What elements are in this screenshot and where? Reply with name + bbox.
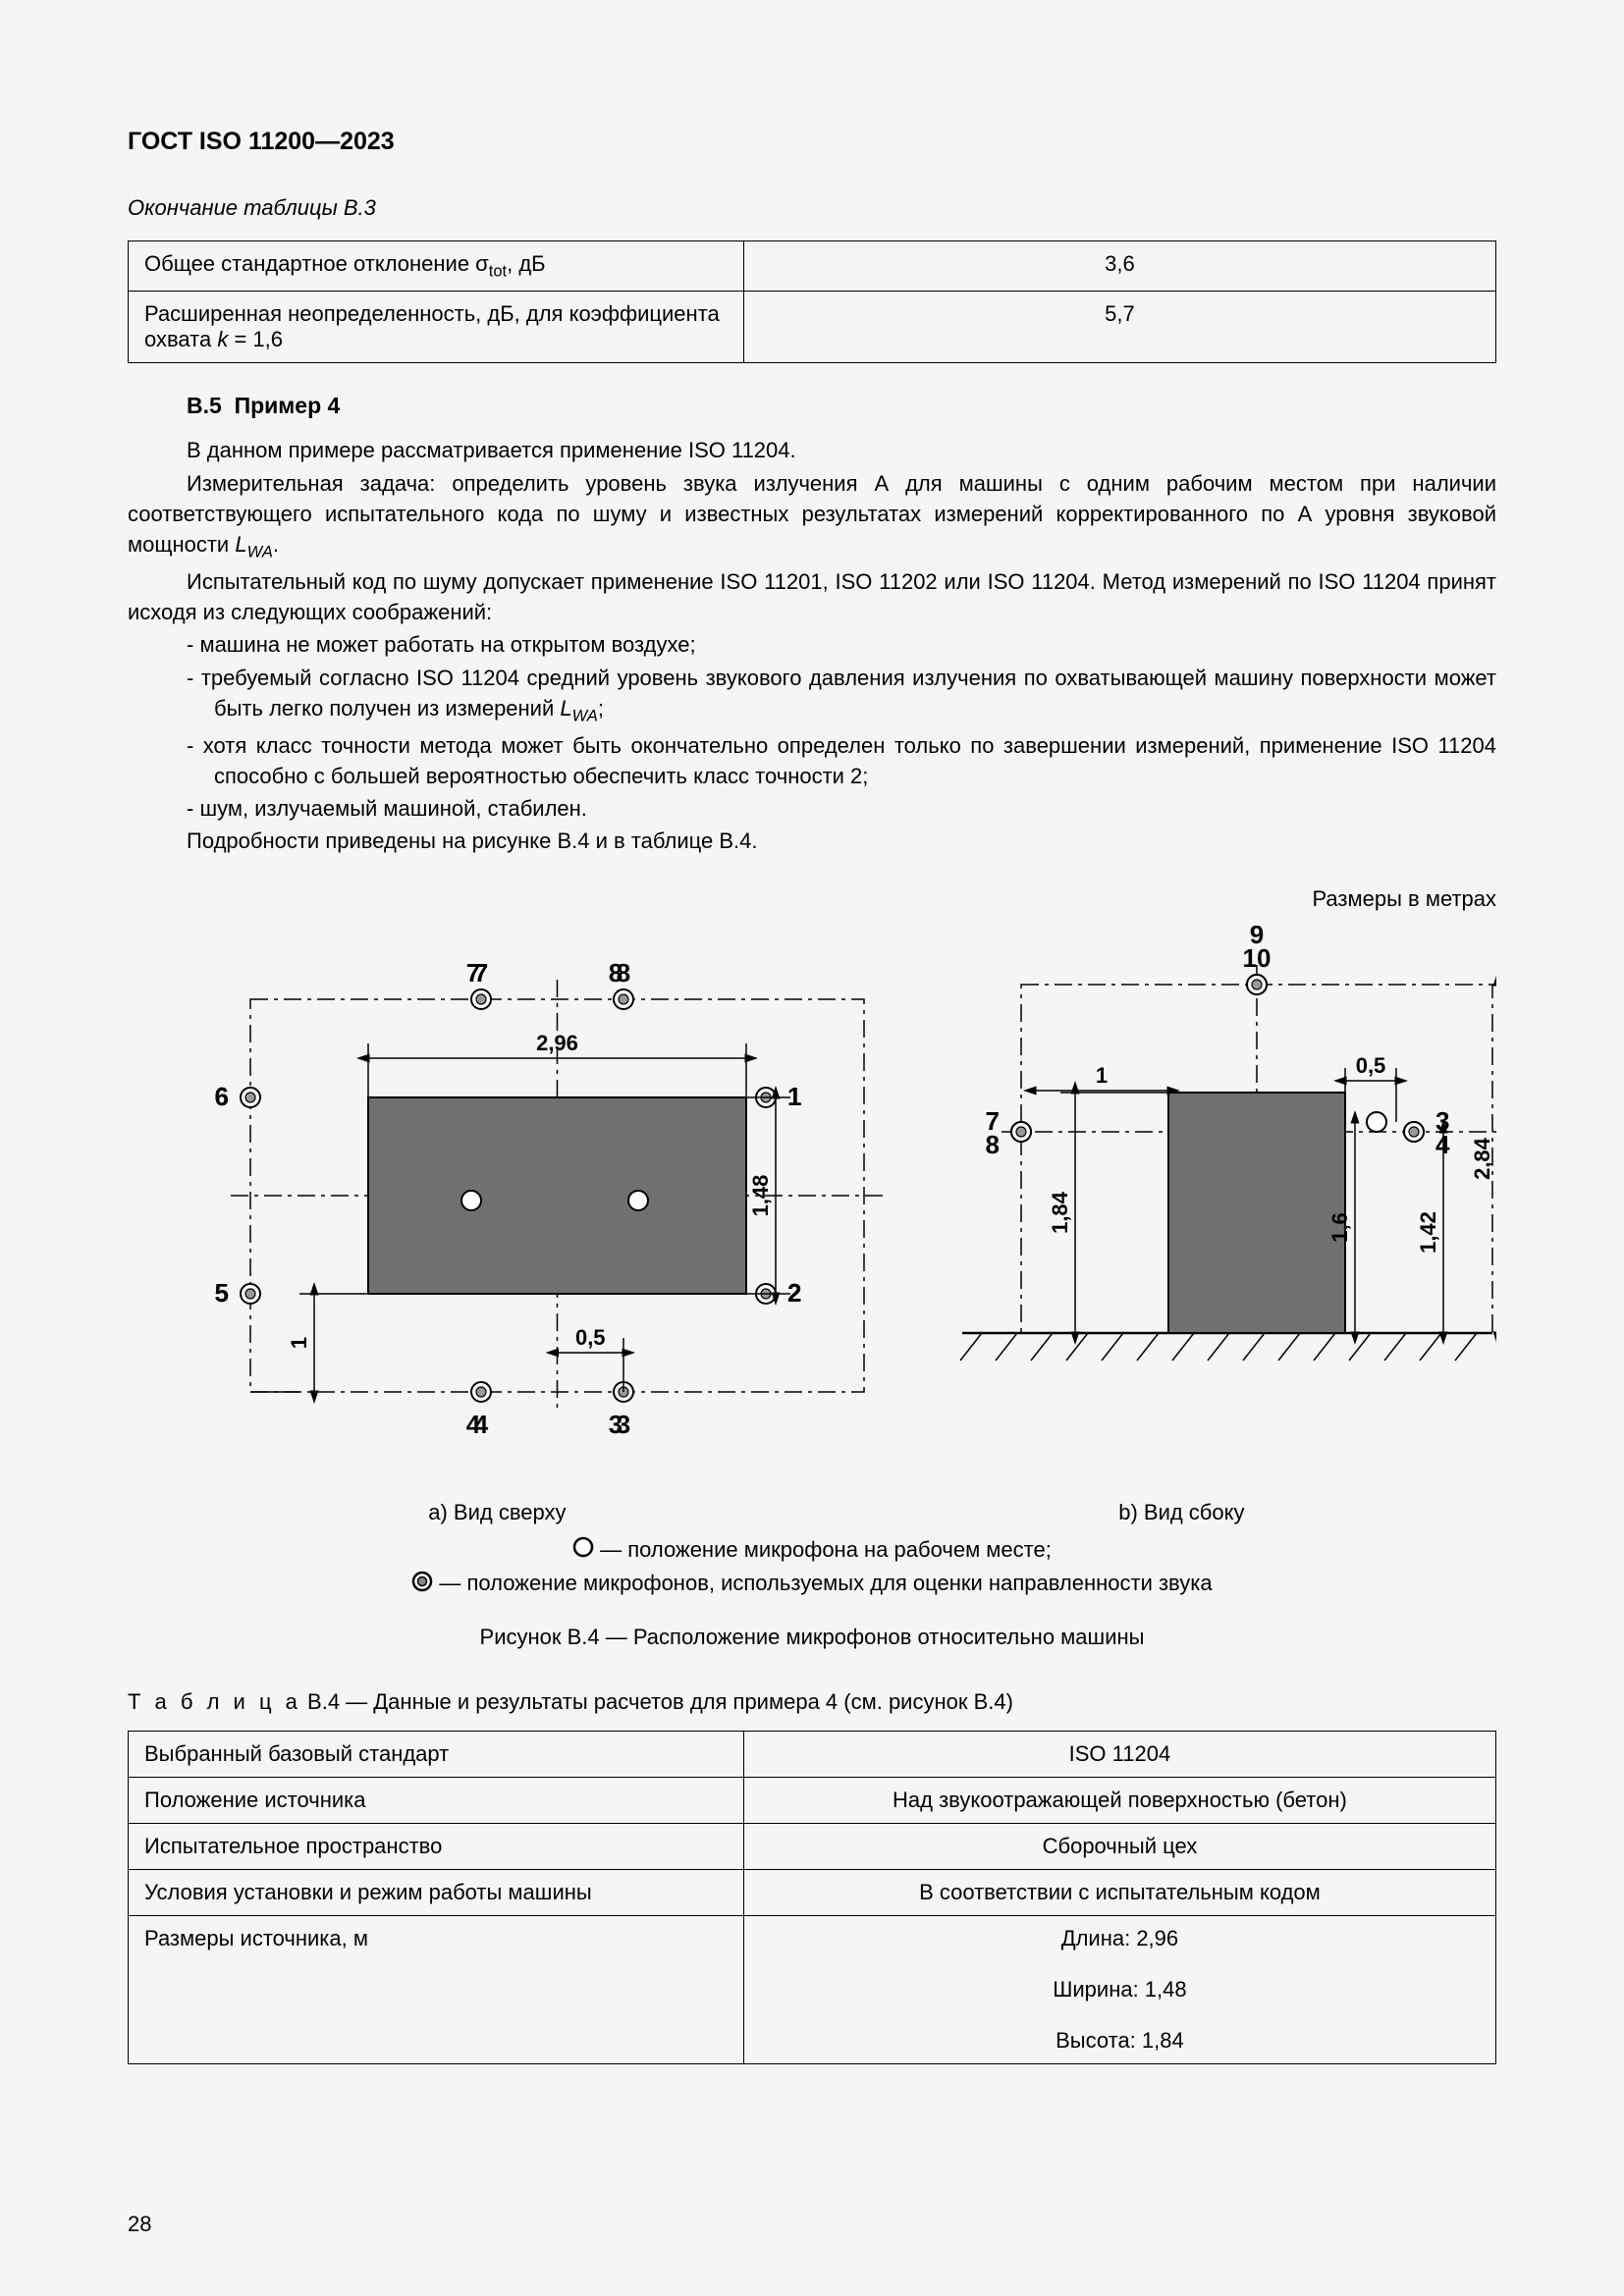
bullet-item: - хотя класс точности метода может быть … xyxy=(128,730,1496,791)
table-cell-value: В соответствии с испытательным кодом xyxy=(743,1869,1495,1915)
svg-text:10: 10 xyxy=(1243,943,1272,973)
subcaption-a: a) Вид сверху xyxy=(128,1500,867,1525)
section-heading: В.5 Пример 4 xyxy=(187,393,1496,419)
svg-text:0,5: 0,5 xyxy=(1356,1053,1386,1078)
svg-text:0,5: 0,5 xyxy=(575,1325,606,1350)
table-cell-value: Длина: 2,96Ширина: 1,48Высота: 1,84 xyxy=(743,1915,1495,2063)
table-cell-label: Размеры источника, м xyxy=(129,1915,744,2063)
paragraph: В данном примере рассматривается примене… xyxy=(128,435,1496,465)
bullet-item: - требуемый согласно ISO 11204 средний у… xyxy=(128,663,1496,728)
svg-text:1,84: 1,84 xyxy=(1048,1191,1072,1234)
table-row: Расширенная неопределенность, дБ, для ко… xyxy=(129,292,1496,363)
paragraph: Испытательный код по шуму допускает прим… xyxy=(128,566,1496,627)
microphone-work-icon xyxy=(572,1534,594,1567)
svg-text:8: 8 xyxy=(609,958,623,988)
figure-subcaptions: a) Вид сверху b) Вид сбоку xyxy=(128,1500,1496,1525)
legend-dir-text: — положение микрофонов, используемых для… xyxy=(439,1571,1212,1595)
svg-text:1,42: 1,42 xyxy=(1416,1211,1440,1254)
svg-text:2,96: 2,96 xyxy=(536,1031,578,1055)
svg-text:1: 1 xyxy=(287,1336,311,1348)
table-cell-label: Расширенная неопределенность, дБ, для ко… xyxy=(129,292,744,363)
table-cell-value: 3,6 xyxy=(743,241,1495,292)
dimension-units-note: Размеры в метрах xyxy=(128,886,1496,912)
figure-svg: 123456782,961,4810,51234567891078340,511… xyxy=(128,926,1496,1485)
table-prefix: Т а б л и ц а xyxy=(128,1689,301,1714)
figure-b4: 123456782,961,4810,51234567891078340,511… xyxy=(128,926,1496,1650)
table-cell-label: Условия установки и режим работы машины xyxy=(129,1869,744,1915)
figure-legend: — положение микрофона на рабочем месте; … xyxy=(128,1533,1496,1601)
legend-work-text: — положение микрофона на рабочем месте; xyxy=(600,1537,1052,1562)
figure-caption: Рисунок В.4 — Расположение микрофонов от… xyxy=(128,1625,1496,1650)
svg-text:2,84: 2,84 xyxy=(1470,1137,1494,1180)
svg-text:7: 7 xyxy=(466,958,480,988)
table-cell-label: Выбранный базовый стандарт xyxy=(129,1731,744,1777)
paragraph: Измерительная задача: определить уровень… xyxy=(128,468,1496,564)
microphone-direction-icon xyxy=(411,1569,433,1601)
page-number: 28 xyxy=(128,2212,151,2237)
svg-text:8: 8 xyxy=(986,1130,1000,1159)
table-b4-title: Т а б л и ц а В.4 — Данные и результаты … xyxy=(128,1689,1496,1715)
table-row: Размеры источника, м Длина: 2,96Ширина: … xyxy=(129,1915,1496,2063)
svg-text:6: 6 xyxy=(215,1082,229,1111)
bullet-item: - машина не может работать на открытом в… xyxy=(128,629,1496,660)
bullet-item: - шум, излучаемый машиной, стабилен. xyxy=(128,793,1496,824)
table-row: Испытательное пространство Сборочный цех xyxy=(129,1823,1496,1869)
svg-text:1: 1 xyxy=(1096,1063,1108,1088)
subcaption-b: b) Вид сбоку xyxy=(867,1500,1496,1525)
table-cell-value: 5,7 xyxy=(743,292,1495,363)
svg-text:5: 5 xyxy=(215,1278,229,1308)
table-title-text: В.4 — Данные и результаты расчетов для п… xyxy=(301,1689,1013,1714)
svg-text:4: 4 xyxy=(466,1410,481,1439)
table-row: Общее стандартное отклонение σtot, дБ 3,… xyxy=(129,241,1496,292)
table-cell-label: Общее стандартное отклонение σtot, дБ xyxy=(129,241,744,292)
table-cell-label: Положение источника xyxy=(129,1777,744,1823)
svg-text:1,6: 1,6 xyxy=(1327,1212,1352,1243)
table-cell-value: Над звукоотражающей поверхностью (бетон) xyxy=(743,1777,1495,1823)
svg-text:1,48: 1,48 xyxy=(748,1174,773,1216)
page: ГОСТ ISO 11200—2023 Окончание таблицы В.… xyxy=(0,0,1624,2296)
svg-text:1: 1 xyxy=(787,1082,801,1111)
table-row: Условия установки и режим работы машины … xyxy=(129,1869,1496,1915)
table-b4: Выбранный базовый стандарт ISO 11204 Пол… xyxy=(128,1731,1496,2064)
paragraph: Подробности приведены на рисунке В.4 и в… xyxy=(128,826,1496,856)
table-b3: Общее стандартное отклонение σtot, дБ 3,… xyxy=(128,240,1496,363)
table-row: Положение источника Над звукоотражающей … xyxy=(129,1777,1496,1823)
section-number: В.5 xyxy=(187,393,222,418)
section-title: Пример 4 xyxy=(235,393,341,418)
table-cell-value: ISO 11204 xyxy=(743,1731,1495,1777)
svg-text:3: 3 xyxy=(609,1410,623,1439)
table-cell-label: Испытательное пространство xyxy=(129,1823,744,1869)
table-row: Выбранный базовый стандарт ISO 11204 xyxy=(129,1731,1496,1777)
svg-text:2: 2 xyxy=(787,1278,801,1308)
table-continuation-note: Окончание таблицы В.3 xyxy=(128,195,1496,221)
document-header: ГОСТ ISO 11200—2023 xyxy=(128,128,1496,156)
table-cell-value: Сборочный цех xyxy=(743,1823,1495,1869)
